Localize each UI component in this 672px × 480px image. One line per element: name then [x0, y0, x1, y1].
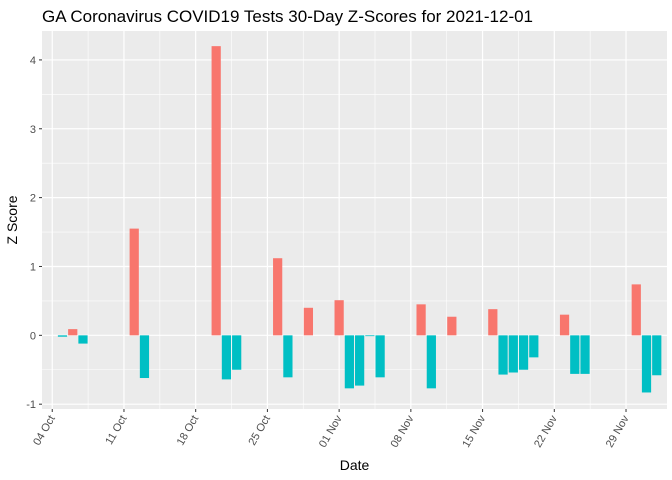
y-tick-label: 2 — [30, 193, 36, 205]
x-tick-label: 18 Oct — [175, 414, 202, 448]
bar — [508, 335, 518, 373]
bar — [570, 335, 580, 374]
bar — [375, 335, 385, 378]
y-tick-label: 4 — [30, 55, 36, 67]
bar — [273, 258, 283, 336]
bar — [68, 329, 78, 336]
bar — [303, 307, 314, 336]
bar — [488, 309, 498, 336]
bar — [447, 316, 457, 336]
bar — [416, 304, 426, 336]
x-tick-label: 01 Nov — [317, 413, 345, 450]
bar — [529, 335, 539, 358]
chart-title: GA Coronavirus COVID19 Tests 30-Day Z-Sc… — [42, 7, 533, 26]
x-tick-label: 04 Oct — [31, 414, 58, 448]
bar — [283, 335, 293, 378]
bars — [57, 46, 662, 393]
x-axis-title: Date — [340, 457, 370, 473]
y-tick-label: 0 — [30, 330, 36, 342]
bar — [652, 335, 662, 376]
bar — [426, 335, 436, 389]
y-tick-label: 1 — [30, 261, 36, 273]
x-tick-label: 25 Oct — [246, 414, 273, 448]
bar — [211, 46, 221, 336]
bar — [344, 335, 354, 389]
bar — [221, 335, 232, 380]
x-tick-label: 22 Nov — [532, 413, 560, 450]
bar — [559, 314, 570, 336]
y-tick-label: 3 — [30, 124, 36, 136]
bar — [498, 335, 508, 375]
bar — [580, 335, 590, 374]
x-tick-label: 29 Nov — [604, 413, 632, 450]
bar — [139, 335, 150, 379]
bar — [57, 335, 68, 337]
bar — [518, 335, 529, 370]
gridlines — [42, 31, 667, 409]
x-tick-label: 08 Nov — [389, 413, 417, 450]
bar — [365, 335, 375, 337]
bar — [355, 335, 365, 386]
x-tick-label: 11 Oct — [103, 414, 129, 447]
y-tick-label: -1 — [26, 399, 36, 411]
y-axis-title: Z Score — [4, 195, 20, 244]
bar — [78, 335, 88, 344]
bar — [631, 284, 641, 336]
x-tick-label: 15 Nov — [460, 413, 488, 450]
bar — [334, 300, 344, 336]
bar — [232, 335, 242, 370]
y-axis: -1 0 1 2 3 4 — [26, 55, 42, 411]
bar — [641, 335, 652, 393]
bar — [129, 228, 139, 336]
x-axis: 04 Oct 11 Oct 18 Oct 25 Oct 01 Nov 08 Nov 15 N… — [31, 409, 632, 450]
